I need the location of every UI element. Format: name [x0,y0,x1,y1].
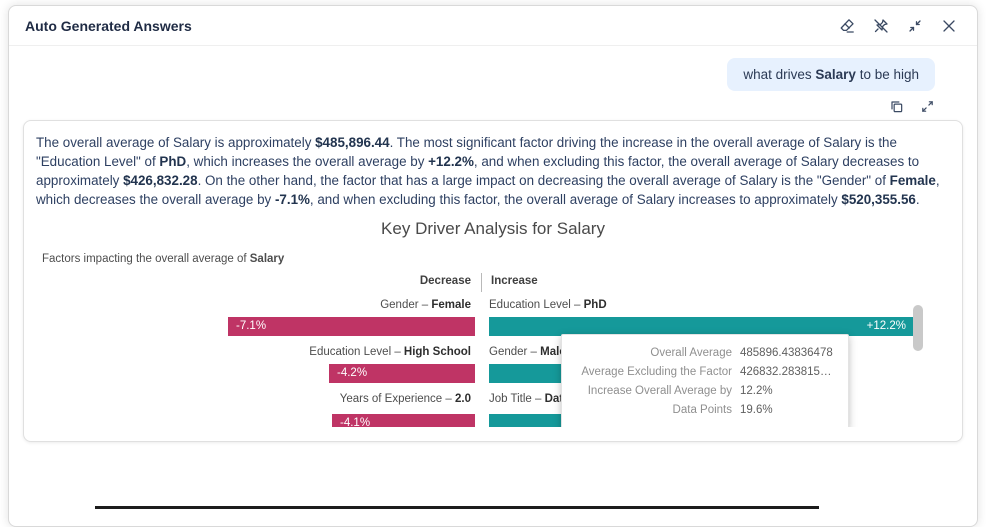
answer-text: The overall average of Salary is approxi… [36,135,940,207]
increase-column-header: Increase [491,275,538,287]
decrease-bar[interactable]: -4.1% [332,414,475,427]
tooltip-row: Data Points 19.6% [672,404,773,416]
tooltip-row: Increase Overall Average by 12.2% [587,385,773,397]
panel-header: Auto Generated Answers [9,6,977,46]
tooltip-row: Overall Average 485896.43836478 [650,347,833,359]
unpin-icon[interactable] [871,16,891,36]
bar-label-education-phd: Education Level – PhD [489,299,607,311]
close-icon[interactable] [939,16,959,36]
question-bubble: what drives Salary to be high [727,58,935,91]
tooltip-row: Average Excluding the Factor 426832.2838… [581,366,832,378]
bar-label-gender-female: Gender – Female [380,299,471,311]
answer-card: The overall average of Salary is approxi… [23,120,963,442]
chart-title: Key Driver Analysis for Salary [381,219,605,238]
decrease-column-header: Decrease [419,275,471,287]
key-driver-chart: Decrease Increase Gender – Female Educat… [36,269,938,427]
panel-title: Auto Generated Answers [25,18,192,34]
bar-label-experience-2: Years of Experience – 2.0 [339,393,471,405]
increase-bar[interactable]: +12.2% [489,317,914,336]
chart-subtitle: Factors impacting the overall average of… [42,253,285,265]
eraser-icon[interactable] [837,16,857,36]
bar-label-jobtitle: Job Title – Dat [489,393,564,405]
answer-card-tools [9,91,977,118]
decrease-bar[interactable]: -7.1% [228,317,475,336]
question-row: what drives Salary to be high [9,46,977,91]
bar-label-gender-male: Gender – Male [489,346,566,358]
window-edge-artifact [95,506,819,509]
chart-scrollbar-thumb[interactable] [913,305,923,351]
auto-answers-panel: Auto Generated Answers [8,5,978,527]
bar-label-education-highschool: Education Level – High School [309,346,471,358]
header-actions [837,16,959,36]
expand-icon[interactable] [918,97,937,116]
collapse-icon[interactable] [905,16,925,36]
copy-icon[interactable] [887,97,906,116]
decrease-bar[interactable]: -4.2% [329,364,475,383]
chart-tooltip: Overall Average 485896.43836478 Average … [561,334,849,427]
column-divider [481,273,482,292]
